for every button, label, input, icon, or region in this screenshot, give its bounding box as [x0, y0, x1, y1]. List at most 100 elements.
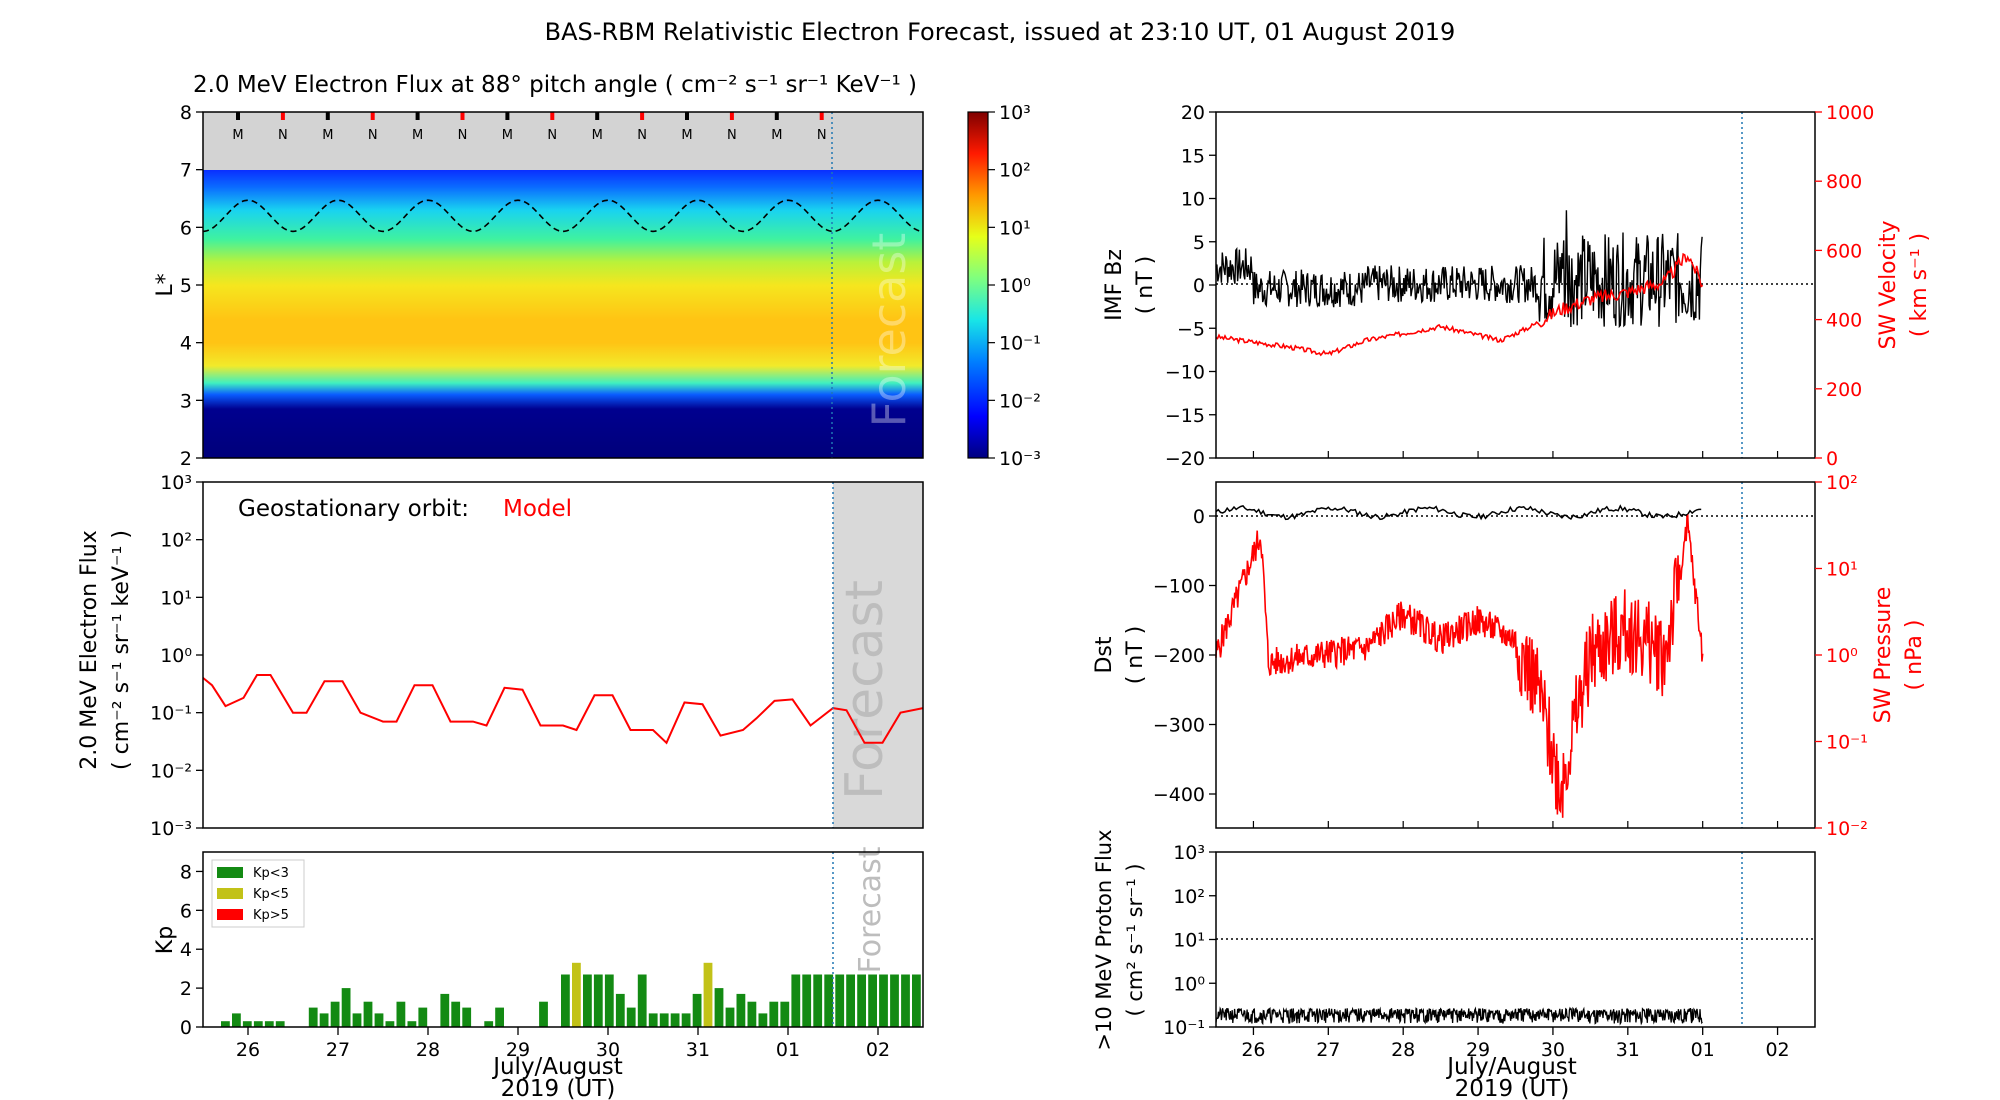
- proton-flux-line: [1215, 1006, 1703, 1026]
- kp-bar: [572, 962, 581, 1027]
- kp-legend-label: Kp<3: [253, 866, 289, 881]
- colorbar-tick-label: 10⁻³: [999, 448, 1041, 470]
- geo-ylabel-2: ( cm⁻² s⁻¹ sr⁻¹ keV⁻¹ ): [109, 530, 134, 770]
- y-tick-label: 800: [1826, 171, 1862, 193]
- y-tick-label: 5: [1193, 232, 1205, 254]
- y-tick-label: 4: [180, 939, 192, 961]
- mn-marker-label: N: [637, 128, 647, 143]
- y-tick-label: 10⁻¹: [1826, 732, 1868, 754]
- y-tick-label: 10⁻²: [1826, 818, 1868, 840]
- dst-ylabel-right-2: ( nPa ): [1902, 620, 1927, 691]
- y-tick-label: −10: [1165, 362, 1205, 384]
- kp-ylabel: Kp: [153, 926, 178, 954]
- geo-orbit-label: Geostationary orbit:: [238, 496, 469, 522]
- imf-yticks-right: 1000 800 600 400 200 0: [1815, 102, 1874, 470]
- flux-map-ylabel: L*: [153, 273, 178, 296]
- x-tick-label: 28: [416, 1039, 440, 1061]
- x-tick-label: 30: [1541, 1039, 1565, 1061]
- left-xticks: 26 27 28 29 30 31 01 02: [236, 1027, 890, 1061]
- geo-model-line: [202, 674, 924, 745]
- mn-tick: [595, 112, 600, 120]
- y-tick-label: 8: [180, 102, 192, 124]
- colorbar-tick-label: 10¹: [999, 217, 1031, 239]
- mn-tick: [685, 112, 689, 120]
- kp-bar: [583, 974, 592, 1027]
- kp-bar: [714, 988, 724, 1027]
- y-tick-label: 10: [1181, 189, 1205, 211]
- kp-bar: [484, 1021, 494, 1027]
- x-tick-label: 01: [776, 1039, 800, 1061]
- dst-line: [1215, 504, 1702, 521]
- kp-bar: [275, 1021, 285, 1027]
- x-tick-label: 01: [1691, 1039, 1715, 1061]
- mn-marker-label: M: [771, 128, 782, 143]
- geo-panel: Forecast Geostationary orbit: Model 10³1…: [77, 472, 924, 840]
- flux-map-forecast-watermark: Forecast: [862, 233, 916, 428]
- y-tick-label: 4: [180, 333, 192, 355]
- y-tick-label: 3: [180, 390, 192, 412]
- imf-ylabel-2: ( nT ): [1133, 256, 1158, 315]
- mn-marker-label: N: [368, 128, 378, 143]
- kp-bar: [330, 1001, 340, 1027]
- y-tick-label: 10²: [1173, 886, 1205, 908]
- x-tick-label: 31: [1616, 1039, 1640, 1061]
- y-tick-label: 10¹: [1826, 559, 1858, 581]
- kp-bar: [736, 993, 746, 1027]
- y-tick-label: 0: [1193, 506, 1205, 528]
- kp-bar: [846, 974, 855, 1027]
- imf-ylabel-1: IMF Bz: [1102, 249, 1127, 321]
- x-tick-label: 31: [686, 1039, 710, 1061]
- kp-bar: [396, 1001, 406, 1027]
- kp-bar: [462, 1007, 472, 1027]
- kp-bar: [692, 993, 702, 1027]
- imf-bz-line: [1215, 210, 1703, 329]
- kp-bar: [495, 1007, 504, 1027]
- y-tick-label: −400: [1153, 784, 1205, 806]
- y-tick-label: 0: [1193, 275, 1205, 297]
- dst-yticks-right: 10² 10¹ 10⁰ 10⁻¹ 10⁻²: [1815, 472, 1868, 840]
- mn-tick: [819, 112, 824, 120]
- proton-ylabel-2: ( cm² s⁻¹ sr⁻¹ ): [1123, 863, 1147, 1016]
- y-tick-label: −100: [1153, 576, 1205, 598]
- mn-tick: [460, 112, 465, 120]
- kp-bar: [374, 1013, 384, 1027]
- proton-yticks: 10³ 10² 10¹ 10⁰ 10⁻¹: [1163, 842, 1216, 1039]
- proton-frame: [1215, 851, 1816, 1028]
- y-tick-label: −300: [1153, 715, 1205, 737]
- proton-ylabel-1: >10 MeV Proton Flux: [1092, 829, 1116, 1050]
- y-tick-label: 2: [180, 978, 192, 1000]
- sw-pressure-line: [1215, 513, 1704, 818]
- kp-bar: [824, 974, 834, 1027]
- kp-frame: [202, 851, 924, 1028]
- y-tick-label: 10³: [1173, 842, 1205, 864]
- y-tick-label: 5: [180, 275, 192, 297]
- kp-bar: [221, 1021, 230, 1027]
- kp-bar: [561, 974, 570, 1027]
- right-xlabel-2: 2019 (UT): [1455, 1076, 1570, 1100]
- kp-bar: [407, 1021, 417, 1027]
- y-tick-label: 0: [180, 1017, 192, 1039]
- kp-bar: [539, 1001, 548, 1027]
- kp-bar: [319, 1013, 329, 1027]
- kp-bar: [879, 974, 888, 1027]
- kp-bar: [769, 1001, 779, 1027]
- kp-legend-label: Kp<5: [253, 887, 289, 902]
- y-tick-label: 2: [180, 448, 192, 470]
- colorbar-tick-label: 10⁻²: [999, 390, 1041, 412]
- y-tick-label: 400: [1826, 310, 1862, 332]
- kp-legend-swatch: [217, 867, 243, 878]
- mn-marker-label: M: [232, 128, 243, 143]
- x-tick-label: 02: [866, 1039, 890, 1061]
- x-tick-label: 30: [596, 1039, 620, 1061]
- y-tick-label: 10⁻¹: [1163, 1017, 1205, 1039]
- colorbar-tick-label: 10³: [999, 102, 1031, 124]
- kp-bar: [780, 1001, 790, 1027]
- y-tick-label: 6: [180, 900, 192, 922]
- right-xlabel-1: July/August: [1445, 1054, 1577, 1080]
- kp-bar: [835, 974, 845, 1027]
- mn-tick: [236, 112, 240, 120]
- mn-tick: [729, 112, 734, 120]
- y-tick-label: 10¹: [160, 587, 192, 609]
- geo-ylabel-1: 2.0 MeV Electron Flux: [77, 530, 102, 770]
- kp-legend-swatch: [217, 909, 243, 920]
